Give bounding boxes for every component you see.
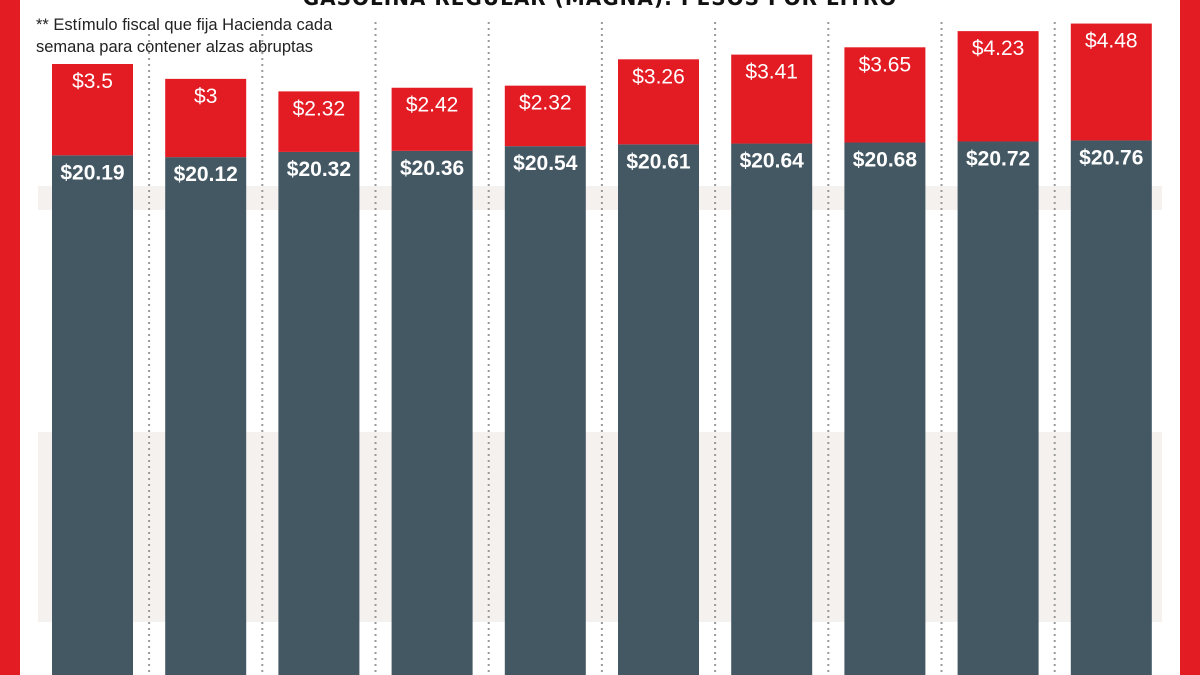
label-stimulus-5: $2.32	[519, 92, 572, 115]
label-base-1: $20.19	[60, 161, 124, 184]
chart-title: GASOLINA REGULAR (MAGNA): PESOS POR LITR…	[0, 0, 1200, 10]
footnote-line-2: semana para contener alzas abruptas	[36, 38, 314, 56]
bar-base-3	[278, 151, 360, 675]
bar-stimulus-3	[278, 91, 360, 152]
label-stimulus-3: $2.32	[293, 97, 346, 120]
bar-stimulus-1	[52, 64, 133, 156]
bar-base-6	[618, 144, 699, 675]
label-base-7: $20.64	[740, 150, 805, 173]
bar-stimulus-2	[165, 78, 247, 158]
bar-base-5	[504, 146, 586, 675]
label-base-3: $20.32	[287, 158, 351, 181]
label-base-9: $20.72	[966, 147, 1030, 170]
label-stimulus-9: $4.23	[972, 37, 1025, 60]
bars: $3.5 $20.19 $3 $20.12 $2.32 $20.32 $2.42 $20.36…	[52, 23, 1152, 675]
label-stimulus-2: $3	[194, 85, 217, 108]
bar-base-4	[391, 150, 473, 675]
bar-base-9	[957, 141, 1039, 675]
right-red-border	[1180, 0, 1200, 675]
label-stimulus-1: $3.5	[72, 70, 113, 93]
bar-stimulus-9	[957, 31, 1039, 142]
footnote: ** Estímulo fiscal que fija Hacienda cad…	[36, 14, 376, 58]
bar-stimulus-4	[391, 87, 473, 151]
bar-base-2	[165, 157, 247, 675]
label-stimulus-6: $3.26	[632, 65, 685, 88]
label-stimulus-10: $4.48	[1085, 30, 1138, 53]
label-base-2: $20.12	[174, 163, 238, 186]
bar-base-7	[731, 143, 813, 675]
label-stimulus-7: $3.41	[745, 61, 798, 84]
dividers	[148, 22, 1056, 675]
label-base-10: $20.76	[1079, 146, 1143, 169]
bar-stimulus-8	[844, 47, 926, 143]
label-stimulus-8: $3.65	[859, 53, 912, 76]
bar-stimulus-10	[1070, 23, 1152, 141]
label-base-5: $20.54	[513, 152, 578, 175]
left-red-border	[0, 0, 20, 675]
bar-base-1	[52, 155, 133, 675]
bar-stimulus-7	[731, 54, 813, 144]
bar-stimulus-6	[618, 59, 699, 145]
label-base-4: $20.36	[400, 157, 464, 180]
bar-stimulus-5	[504, 85, 586, 147]
label-base-6: $20.61	[626, 150, 691, 173]
footnote-line-1: ** Estímulo fiscal que fija Hacienda cad…	[36, 16, 333, 34]
bar-base-8	[844, 142, 926, 675]
label-base-8: $20.68	[853, 149, 918, 172]
bar-base-10	[1070, 140, 1152, 675]
label-stimulus-4: $2.42	[406, 94, 459, 117]
